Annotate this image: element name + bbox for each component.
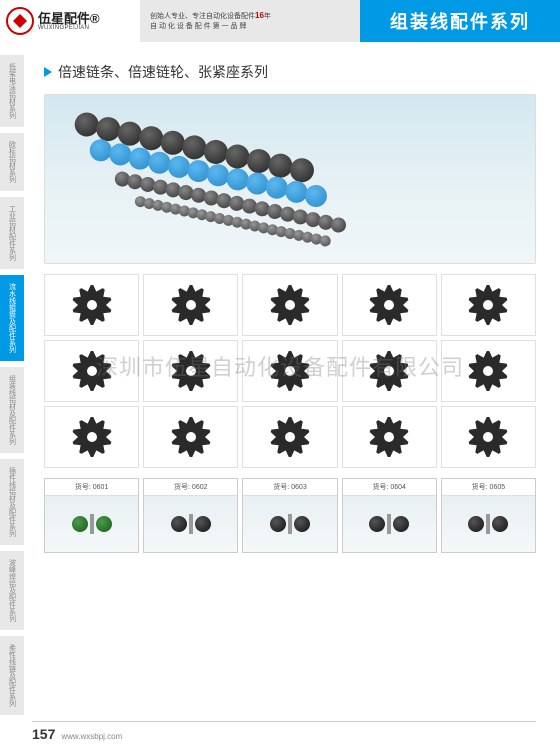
slogan-line-2: 自 动 化 设 备 配 件 第 一 品 牌: [150, 22, 350, 32]
gear-cell: [143, 274, 238, 336]
sidebar-tab-1[interactable]: 欧标铝材系列: [0, 133, 24, 191]
gear-cell: [242, 340, 337, 402]
product-code: 货号: 0603: [243, 479, 336, 496]
gear-cell: [242, 274, 337, 336]
logo-icon: [6, 7, 34, 35]
sidebar-tab-6[interactable]: 波峰焊铝及配件系列: [0, 551, 24, 630]
header: 伍星配件® WUXINGPEIJIAN 创始人专业、专注自动化设备配件16年 自…: [0, 0, 560, 42]
page-number: 157: [32, 726, 55, 742]
product-code: 货号: 0602: [144, 479, 237, 496]
slogan-area: 创始人专业、专注自动化设备配件16年 自 动 化 设 备 配 件 第 一 品 牌: [140, 0, 360, 42]
gear-cell: [143, 340, 238, 402]
product-cell-2: 货号: 0603: [242, 478, 337, 553]
gear-cell: [342, 274, 437, 336]
sidebar-tab-4[interactable]: 组装线铝材及配件系列: [0, 367, 24, 453]
logo-area: 伍星配件® WUXINGPEIJIAN: [0, 0, 140, 42]
logo-text-en: WUXINGPEIJIAN: [38, 25, 100, 31]
sidebar-tab-5[interactable]: 插件线铝材及配件系列: [0, 459, 24, 545]
sidebar-tab-0[interactable]: 低架电泳铝材系列: [0, 55, 24, 127]
gear-cell: [143, 406, 238, 468]
gear-grid-section: [44, 274, 536, 468]
product-cell-3: 货号: 0604: [342, 478, 437, 553]
sidebar-tab-7[interactable]: 柔性线链及配件系列: [0, 636, 24, 715]
product-cell-4: 货号: 0605: [441, 478, 536, 553]
product-image: [442, 496, 535, 552]
gear-cell: [44, 274, 139, 336]
gear-cell: [441, 340, 536, 402]
gear-cell: [242, 406, 337, 468]
product-cell-0: 货号: 0601: [44, 478, 139, 553]
gear-cell: [441, 406, 536, 468]
footer-url: www.wxsbpj.com: [61, 732, 122, 741]
gear-cell: [44, 406, 139, 468]
main-content: 倍速链条、倍速链轮、张紧座系列 货号: 0601 货号: 0602 货号: 0603…: [32, 42, 560, 553]
page-title: 组装线配件系列: [360, 0, 560, 42]
gear-grid: [44, 274, 536, 468]
sidebar-tab-3[interactable]: 流水线辊筒及配件系列: [0, 275, 24, 361]
section-heading: 倍速链条、倍速链轮、张紧座系列: [44, 62, 536, 82]
gear-cell: [441, 274, 536, 336]
chain-product-image: [44, 94, 536, 264]
product-image: [243, 496, 336, 552]
product-image: [45, 496, 138, 552]
product-cell-1: 货号: 0602: [143, 478, 238, 553]
gear-cell: [342, 340, 437, 402]
logo-text-cn: 伍星配件®: [38, 12, 100, 25]
product-code: 货号: 0601: [45, 479, 138, 496]
product-row: 货号: 0601 货号: 0602 货号: 0603 货号: 0604 货号: 0605: [44, 478, 536, 553]
slogan-line-1: 创始人专业、专注自动化设备配件16年: [150, 10, 350, 22]
sidebar-tab-2[interactable]: 工业铝材配件系列: [0, 197, 24, 269]
product-code: 货号: 0604: [343, 479, 436, 496]
gear-cell: [44, 340, 139, 402]
sidebar: 低架电泳铝材系列欧标铝材系列工业铝材配件系列流水线辊筒及配件系列组装线铝材及配件…: [0, 55, 24, 715]
product-image: [144, 496, 237, 552]
section-title-text: 倍速链条、倍速链轮、张紧座系列: [58, 62, 268, 82]
product-code: 货号: 0605: [442, 479, 535, 496]
triangle-icon: [44, 67, 52, 77]
gear-cell: [342, 406, 437, 468]
product-image: [343, 496, 436, 552]
footer: 157 www.wxsbpj.com: [32, 721, 536, 742]
